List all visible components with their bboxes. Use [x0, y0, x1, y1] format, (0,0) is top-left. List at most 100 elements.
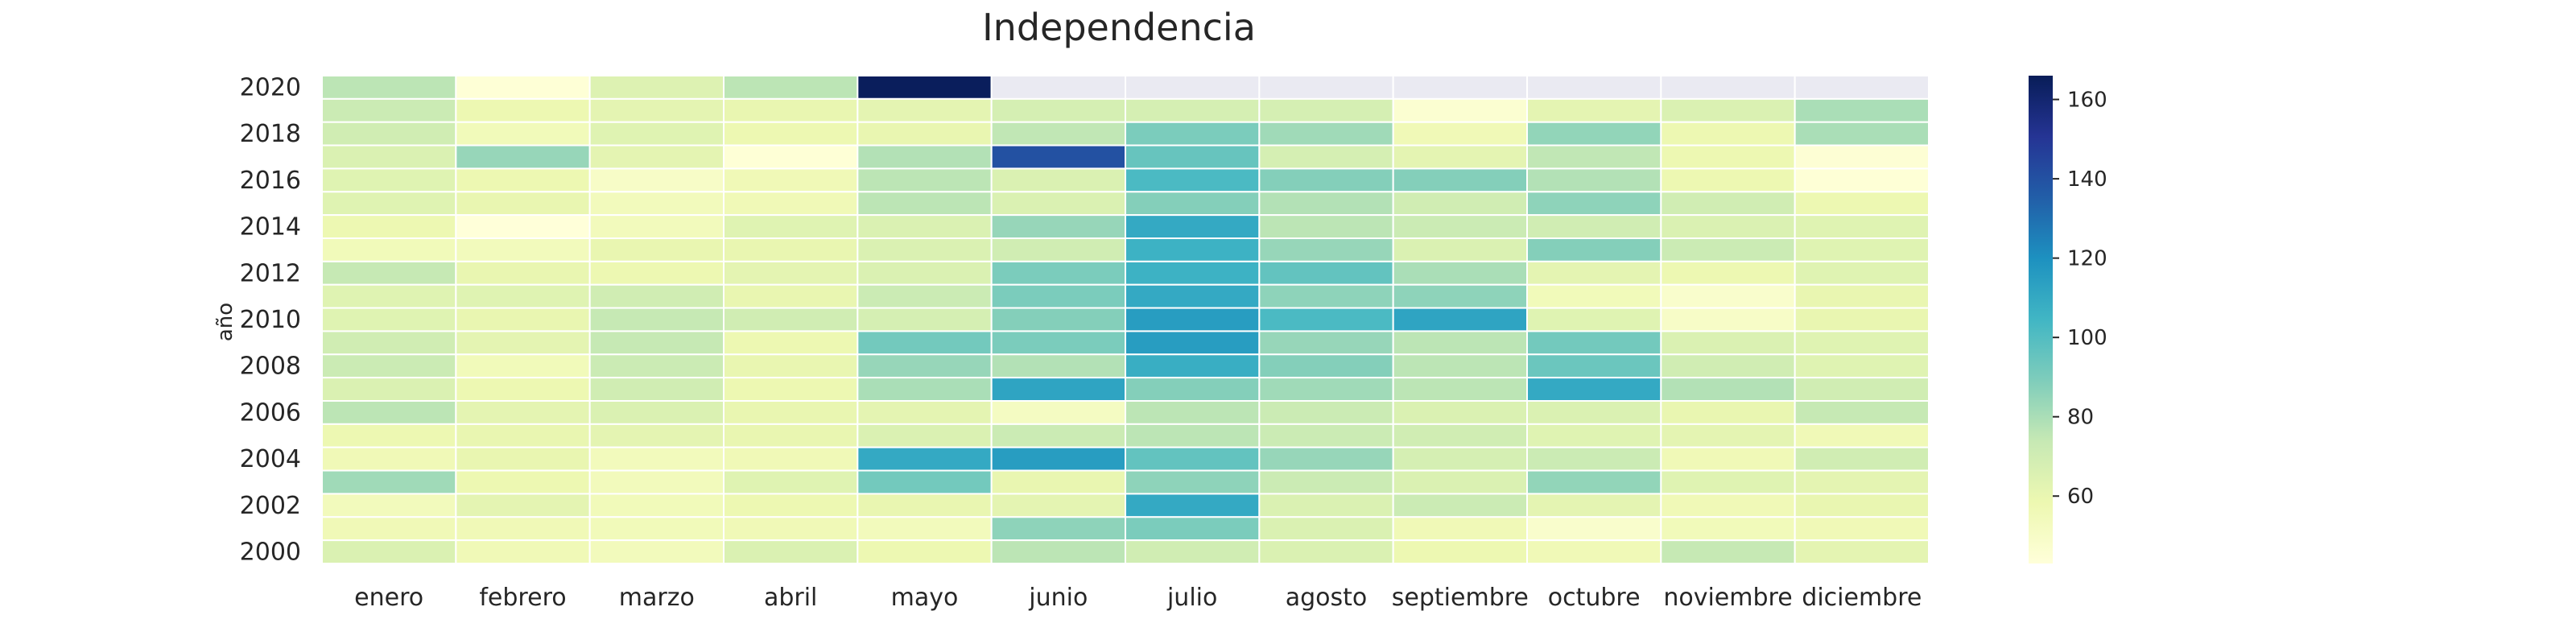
- heatmap-cell: [588, 423, 725, 448]
- heatmap-cell: [990, 539, 1126, 565]
- heatmap-cell: [455, 121, 591, 147]
- heatmap-cell: [1794, 423, 1930, 448]
- heatmap-cell: [1794, 493, 1930, 518]
- colorbar-tick-label: 160: [2067, 89, 2107, 113]
- heatmap-cell: [857, 191, 993, 217]
- heatmap-cell: [588, 75, 725, 100]
- heatmap-cell: [588, 191, 725, 217]
- x-tick-label: noviembre: [1663, 584, 1792, 612]
- heatmap-cell: [1125, 97, 1261, 123]
- heatmap-cell: [1794, 469, 1930, 495]
- heatmap-cell: [588, 121, 725, 147]
- heatmap-cell: [1794, 191, 1930, 217]
- heatmap-cell: [1125, 237, 1261, 262]
- heatmap-cell: [1125, 400, 1261, 425]
- heatmap-cell: [455, 539, 591, 565]
- heatmap-cell: [1660, 97, 1796, 123]
- heatmap-cell: [321, 97, 457, 123]
- heatmap-cell: [1125, 353, 1261, 379]
- heatmap-cell: [1526, 400, 1662, 425]
- heatmap-cell: [1526, 516, 1662, 542]
- heatmap-cell: [990, 493, 1126, 518]
- heatmap-cell: [321, 75, 457, 100]
- heatmap-cell: [1526, 75, 1662, 100]
- heatmap-cell: [857, 446, 993, 472]
- heatmap-cell: [857, 75, 993, 100]
- heatmap-cell: [857, 121, 993, 147]
- heatmap-cell: [588, 330, 725, 356]
- heatmap-cell: [321, 516, 457, 542]
- heatmap-cells: [321, 75, 1930, 565]
- heatmap-cell: [1392, 469, 1528, 495]
- heatmap-cell: [1660, 493, 1796, 518]
- heatmap-cell: [455, 307, 591, 332]
- heatmap-cell: [1794, 283, 1930, 309]
- heatmap-cell: [857, 493, 993, 518]
- heatmap-cell: [1526, 167, 1662, 193]
- heatmap-cell: [1258, 191, 1394, 217]
- heatmap-cell: [321, 307, 457, 332]
- heatmap-cell: [857, 283, 993, 309]
- colorbar-ticks: 60 80 100 120 140 160: [2053, 89, 2107, 509]
- heatmap-cell: [1392, 400, 1528, 425]
- heatmap-cell: [857, 400, 993, 425]
- heatmap-cell: [1660, 516, 1796, 542]
- heatmap-cell: [1794, 167, 1930, 193]
- heatmap-cell: [1794, 446, 1930, 472]
- heatmap-cell: [321, 469, 457, 495]
- heatmap-cell: [1125, 121, 1261, 147]
- heatmap-cell: [1258, 97, 1394, 123]
- heatmap-cell: [1660, 75, 1796, 100]
- heatmap-cell: [723, 260, 859, 286]
- heatmap-cell: [1526, 214, 1662, 239]
- heatmap-cell: [1794, 214, 1930, 239]
- heatmap-cell: [1526, 446, 1662, 472]
- heatmap-cell: [1258, 469, 1394, 495]
- heatmap-cell: [723, 469, 859, 495]
- heatmap-cell: [1526, 307, 1662, 332]
- heatmap-cell: [1794, 307, 1930, 332]
- heatmap-cell: [1526, 121, 1662, 147]
- heatmap-cell: [1660, 469, 1796, 495]
- heatmap-cell: [1794, 97, 1930, 123]
- heatmap-cell: [857, 353, 993, 379]
- heatmap-cell: [1258, 539, 1394, 565]
- heatmap-cell: [723, 539, 859, 565]
- heatmap-cell: [1660, 144, 1796, 170]
- heatmap-cell: [1526, 353, 1662, 379]
- heatmap-cell: [1125, 423, 1261, 448]
- x-tick-label: diciembre: [1802, 584, 1922, 612]
- x-tick-label: enero: [354, 584, 423, 612]
- heatmap-cell: [990, 167, 1126, 193]
- heatmap-cell: [1392, 493, 1528, 518]
- heatmap-cell: [1660, 167, 1796, 193]
- x-tick-label: junio: [1028, 584, 1088, 612]
- heatmap-cell: [990, 75, 1126, 100]
- heatmap-cell: [723, 97, 859, 123]
- heatmap-cell: [321, 237, 457, 262]
- heatmap-cell: [1392, 283, 1528, 309]
- heatmap-cell: [455, 516, 591, 542]
- heatmap-cell: [990, 400, 1126, 425]
- heatmap-cell: [990, 237, 1126, 262]
- heatmap-cell: [321, 493, 457, 518]
- heatmap-cell: [990, 121, 1126, 147]
- heatmap-cell: [1258, 75, 1394, 100]
- heatmap-cell: [1526, 283, 1662, 309]
- heatmap-cell: [1392, 167, 1528, 193]
- heatmap-cell: [857, 260, 993, 286]
- heatmap-cell: [857, 237, 993, 262]
- x-tick-label: marzo: [619, 584, 695, 612]
- heatmap-cell: [1125, 539, 1261, 565]
- heatmap-cell: [1794, 516, 1930, 542]
- heatmap-cell: [588, 260, 725, 286]
- heatmap-cell: [723, 307, 859, 332]
- heatmap-cell: [1794, 353, 1930, 379]
- heatmap-cell: [1258, 283, 1394, 309]
- heatmap-cell: [723, 121, 859, 147]
- heatmap-cell: [1660, 191, 1796, 217]
- heatmap-cell: [1526, 260, 1662, 286]
- colorbar-tick-label: 60: [2067, 485, 2094, 509]
- heatmap-cell: [588, 144, 725, 170]
